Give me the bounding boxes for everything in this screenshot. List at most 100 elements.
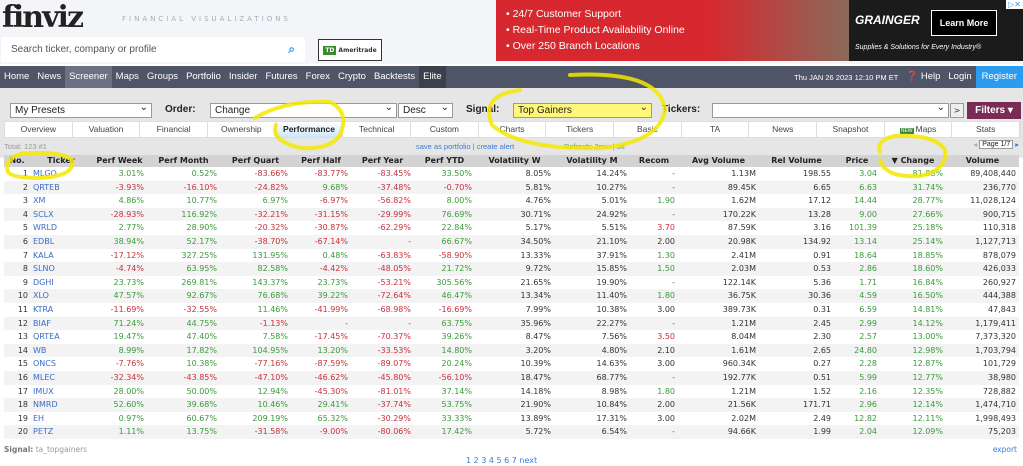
nav-item-portfolio[interactable]: Portfolio — [186, 71, 221, 82]
tab-ta[interactable]: TA — [682, 122, 750, 137]
tab-ownership[interactable]: Ownership — [208, 122, 276, 137]
tab-custom[interactable]: Custom — [411, 122, 479, 137]
table-row[interactable]: 17 IMUX 28.00% 50.00% 12.94% -45.30% -81.01% 37… — [4, 385, 1019, 399]
ticker-link[interactable]: SLNO — [30, 262, 92, 276]
column-header[interactable]: Volatility W — [475, 155, 554, 167]
ticker-link[interactable]: QRTEB — [30, 180, 92, 195]
column-header[interactable]: Rel Volume — [759, 155, 834, 167]
column-header[interactable]: Avg Volume — [678, 155, 759, 167]
ticker-link[interactable]: NMRD — [30, 398, 92, 412]
tab-valuation[interactable]: Valuation — [73, 122, 141, 137]
table-row[interactable]: 15 ONCS -7.76% 10.38% -77.16% -87.59% -89.07% 2… — [4, 357, 1019, 371]
ticker-link[interactable]: EDBL — [30, 234, 92, 249]
filters-button[interactable]: Filters ▾ — [967, 102, 1021, 119]
tab-stats[interactable]: Stats — [952, 122, 1021, 137]
column-header[interactable]: No. — [4, 155, 30, 167]
advertisement[interactable]: • 24/7 Customer Support • Real-Time Produ… — [496, 0, 1023, 61]
order-select[interactable]: Change — [210, 103, 397, 118]
save-portfolio-link[interactable]: save as portfolio | create alert — [416, 142, 515, 151]
table-row[interactable]: 12 BIAF 71.24% 44.75% -1.13% - -63.75% 35.96% 22… — [4, 316, 1019, 331]
ticker-link[interactable]: ONCS — [33, 359, 56, 369]
nav-item-groups[interactable]: Groups — [146, 71, 179, 82]
tab-tickers[interactable]: Tickers — [546, 122, 615, 137]
table-row[interactable]: 3 XM 4.86% 10.77% 6.97% -6.97% -56.82% 8.00% 4.7… — [4, 194, 1019, 208]
ticker-link[interactable]: MLEC — [30, 370, 92, 385]
table-row[interactable]: 2 QRTEB -3.93% -16.10% -24.82% 9.68% -37.48% -0… — [4, 180, 1019, 195]
table-row[interactable]: 13 QRTEA 19.47% 47.40% 7.58% -17.45% -70.37% 39… — [4, 330, 1019, 344]
prev-page-icon[interactable]: ◂ — [973, 140, 978, 149]
table-row[interactable]: 4 SCLX -28.93% 116.92% -32.21% -31.15% -29.99%… — [4, 207, 1019, 222]
next-page-icon[interactable]: ▸ — [1015, 140, 1019, 149]
column-header[interactable]: Perf Week — [92, 155, 147, 167]
ticker-link[interactable]: SCLX — [30, 207, 92, 222]
ticker-link[interactable]: KALA — [33, 250, 54, 260]
column-header[interactable]: Perf Quart — [220, 155, 291, 167]
export-link[interactable]: export — [992, 445, 1017, 454]
nav-item-maps[interactable]: Maps — [115, 71, 139, 82]
ticker-link[interactable]: WRLD — [33, 223, 58, 233]
nav-item-crypto[interactable]: Crypto — [337, 71, 366, 82]
direction-select[interactable]: Desc — [398, 103, 453, 118]
ticker-link[interactable]: MLGO — [33, 169, 57, 178]
tab-financial[interactable]: Financial — [140, 122, 209, 137]
tab-snapshot[interactable]: Snapshot — [817, 122, 885, 137]
table-row[interactable]: 19 EH 0.97% 60.67% 209.19% 65.32% -30.29% 33.33… — [4, 412, 1019, 426]
tab-news[interactable]: News — [749, 122, 818, 137]
column-header[interactable]: Volume — [946, 155, 1019, 167]
broker-ad[interactable]: TD Ameritrade — [318, 39, 382, 61]
table-row[interactable]: 6 EDBL 38.94% 52.17% -38.70% -67.14% -66.67% 34… — [4, 234, 1019, 249]
ticker-link[interactable]: XM — [33, 196, 46, 206]
refresh-link[interactable]: Refresh: 3min | off — [564, 142, 626, 151]
nav-item-futures[interactable]: Futures — [265, 71, 298, 82]
column-header[interactable]: Perf Month — [147, 155, 220, 167]
nav-item-insider[interactable]: Insider — [228, 71, 258, 82]
ticker-link[interactable]: IMUX — [33, 386, 54, 396]
nav-item-backtests[interactable]: Backtests — [373, 71, 416, 82]
pagination[interactable]: 1 2 3 4 5 6 7 next — [466, 456, 538, 465]
search-input[interactable]: Search ticker, company or profile ⌕ — [1, 37, 305, 62]
nav-item-forex[interactable]: Forex — [305, 71, 330, 82]
tab-performance[interactable]: Performance — [275, 122, 344, 137]
table-row[interactable]: 11 KTRA -11.69% -32.55% 11.46% -41.99% -68.98%… — [4, 303, 1019, 317]
tab-charts[interactable]: Charts — [479, 122, 547, 137]
table-row[interactable]: 20 PETZ 1.11% 13.75% -31.58% -9.00% -80.06% 17.… — [4, 425, 1019, 439]
search-icon[interactable]: ⌕ — [288, 42, 295, 56]
finviz-logo[interactable]: finviz — [2, 0, 84, 35]
ticker-link[interactable]: KTRA — [33, 304, 54, 314]
ticker-link[interactable]: QRTEA — [33, 332, 60, 342]
tab-overview[interactable]: Overview — [5, 122, 73, 137]
ad-learn-more-button[interactable]: Learn More — [931, 10, 997, 36]
nav-item-elite[interactable]: Elite — [419, 66, 446, 88]
table-row[interactable]: 5 WRLD 2.77% 28.90% -20.32% -30.87% -62.29% 22.… — [4, 221, 1019, 235]
column-header[interactable]: ▼ Change — [880, 155, 946, 167]
help-link[interactable]: ❓ Help — [902, 66, 944, 88]
register-button[interactable]: Register — [975, 66, 1023, 88]
ticker-link[interactable]: EH — [33, 413, 45, 423]
tickers-go-button[interactable]: > — [950, 103, 964, 118]
column-header[interactable]: Perf YTD — [414, 155, 475, 167]
table-row[interactable]: 9 DGHI 23.73% 269.81% 143.37% 23.73% -53.21% 30… — [4, 276, 1019, 290]
page-select[interactable]: Page 1/7 — [979, 140, 1014, 149]
column-header[interactable]: Price — [834, 155, 880, 167]
ticker-link[interactable]: PETZ — [30, 425, 92, 439]
tab-maps[interactable]: NEW Maps — [885, 122, 953, 137]
ticker-link[interactable]: WB — [30, 343, 92, 358]
table-row[interactable]: 7 KALA -17.12% 327.25% 131.95% 0.48% -63.83% -5… — [4, 249, 1019, 263]
ad-close-icon[interactable]: ▷✕ — [1006, 0, 1023, 9]
ticker-link[interactable]: BIAF — [30, 316, 92, 331]
table-row[interactable]: 8 SLNO -4.74% 63.95% 82.58% -4.42% -48.05% 21.7… — [4, 262, 1019, 276]
column-header[interactable]: Perf Half — [291, 155, 351, 167]
table-row[interactable]: 10 XLO 47.57% 92.67% 76.68% 39.22% -72.64% 46.4… — [4, 289, 1019, 303]
column-header[interactable]: Recom — [630, 155, 678, 167]
column-header[interactable]: Perf Year — [351, 155, 414, 167]
nav-item-home[interactable]: Home — [4, 71, 30, 82]
signal-select[interactable]: Top Gainers — [513, 103, 652, 118]
ticker-link[interactable]: DGHI — [33, 277, 54, 287]
table-row[interactable]: 18 NMRD 52.60% 39.68% 10.46% 29.41% -37.74% 53.… — [4, 398, 1019, 412]
column-header[interactable]: Ticker — [30, 155, 92, 167]
tab-technical[interactable]: Technical — [343, 122, 412, 137]
ticker-link[interactable]: XLO — [30, 289, 92, 303]
login-link[interactable]: Login — [948, 71, 972, 82]
tickers-input[interactable] — [712, 103, 949, 118]
table-row[interactable]: 1 MLGO 3.01% 0.52% -83.66% -83.77% -83.45% 33.5… — [4, 167, 1019, 181]
